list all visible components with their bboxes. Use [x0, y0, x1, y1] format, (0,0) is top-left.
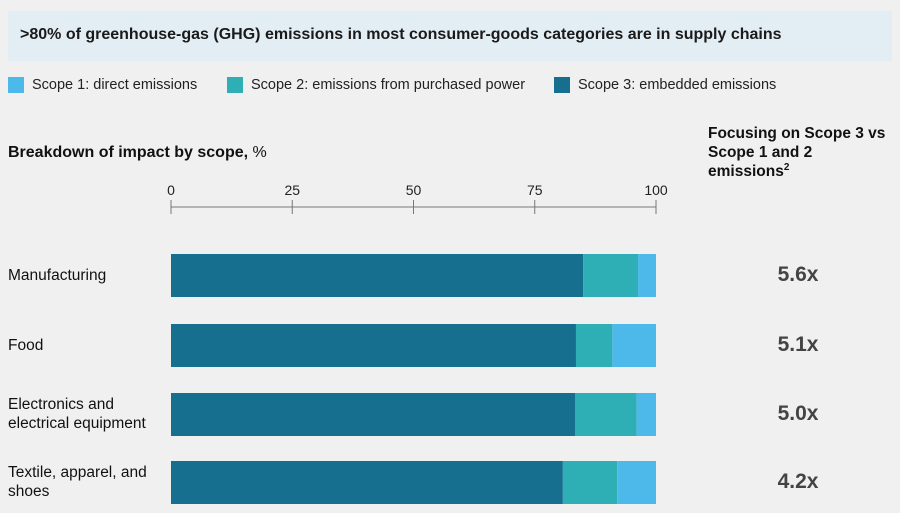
- x-tick-label: 100: [644, 182, 668, 198]
- x-tick-label: 25: [284, 182, 300, 198]
- subtitle-main: Breakdown of impact by scope,: [8, 144, 249, 161]
- bar-segment: [171, 254, 584, 297]
- category-label: Textile, apparel, and shoes: [8, 464, 147, 501]
- legend-swatch-scope-2: [227, 77, 243, 93]
- bar-segment: [617, 461, 656, 504]
- bar-segment: [612, 324, 656, 367]
- ratio-value: 5.1x: [777, 332, 819, 356]
- legend-swatch-scope-1: [8, 77, 24, 93]
- bar-segment: [171, 324, 576, 367]
- bar-segment: [171, 461, 563, 504]
- bar-segment: [562, 461, 618, 504]
- ratio-value: 4.2x: [777, 469, 819, 493]
- category-label: Food: [8, 336, 44, 354]
- ratio-column-header: Focusing on Scope 3 vs Scope 1 and 2 emi…: [708, 125, 893, 182]
- chart-banner: >80% of greenhouse-gas (GHG) emissions i…: [8, 11, 892, 61]
- legend-swatch-scope-3: [554, 77, 570, 93]
- category-label: Manufacturing: [8, 266, 107, 284]
- ratio-value: 5.6x: [777, 262, 819, 286]
- bar-segment: [171, 393, 576, 436]
- subtitle-unit: %: [248, 144, 267, 161]
- ratio-value: 5.0x: [777, 401, 819, 425]
- chart-subtitle: Breakdown of impact by scope, %: [8, 144, 267, 162]
- bar-segment: [638, 254, 656, 297]
- bar-segment: [583, 254, 639, 297]
- ratio-header-text: Focusing on Scope 3 vs Scope 1 and 2 emi…: [708, 125, 886, 181]
- legend-label-scope-2: Scope 2: emissions from purchased power: [251, 77, 526, 93]
- x-tick-label: 50: [406, 182, 422, 198]
- x-tick-label: 0: [167, 182, 175, 198]
- legend-item-scope-1: Scope 1: direct emissions: [8, 77, 197, 93]
- legend-label-scope-3: Scope 3: embedded emissions: [578, 77, 777, 93]
- chart-title: >80% of greenhouse-gas (GHG) emissions i…: [20, 26, 782, 43]
- bar-segment: [636, 393, 656, 436]
- ratio-header-footnote: 2: [783, 162, 790, 174]
- x-tick-label: 75: [527, 182, 543, 198]
- bar-segment: [575, 393, 637, 436]
- category-label: Electronics and electrical equipment: [8, 396, 146, 433]
- legend-item-scope-2: Scope 2: emissions from purchased power: [227, 77, 525, 93]
- legend-label-scope-1: Scope 1: direct emissions: [32, 77, 198, 93]
- bar-segment: [575, 324, 613, 367]
- legend-item-scope-3: Scope 3: embedded emissions: [554, 77, 776, 93]
